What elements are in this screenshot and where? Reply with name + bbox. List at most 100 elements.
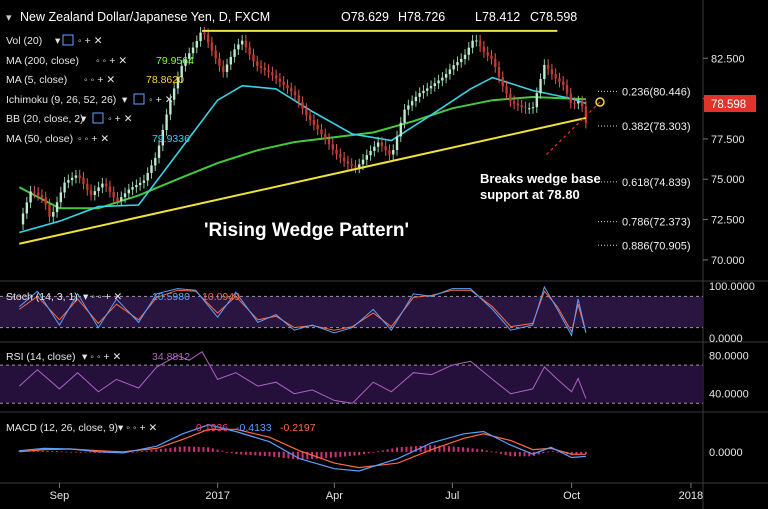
- legend-actions-icon[interactable]: ◦ ◦ + ✕: [78, 133, 109, 145]
- chevron-down-icon[interactable]: ▾: [55, 35, 61, 47]
- candle-body: [580, 101, 584, 107]
- candle-body: [165, 114, 168, 130]
- legend-actions-icon[interactable]: ◦ ◦ + ✕: [96, 55, 127, 67]
- stoch-k-value: 10.5980: [152, 291, 190, 303]
- macd-histogram-bar: [509, 451, 512, 457]
- candle-body: [286, 85, 289, 89]
- indicator-legend-ma50[interactable]: MA (50, close) ◦ ◦ + ✕ 79.9336: [6, 133, 190, 145]
- macd-histogram-bar: [74, 451, 77, 453]
- candle-body: [339, 153, 342, 158]
- candle-body: [584, 106, 588, 123]
- macd-histogram-bar: [287, 451, 290, 459]
- macd-histogram-bar: [339, 451, 342, 457]
- macd-histogram-bar: [235, 451, 238, 455]
- legend-actions-icon[interactable]: ▾ ◦ ◦ + ✕: [82, 351, 121, 363]
- macd-histogram-bar: [254, 451, 257, 456]
- indicator-legend-ma5[interactable]: MA (5, close) ◦ ◦ + ✕ 78.8620: [6, 74, 184, 86]
- macd-histogram-bar: [197, 446, 200, 452]
- settings-icon[interactable]: [92, 112, 104, 124]
- candle-body: [240, 40, 244, 45]
- candle-body: [441, 77, 444, 81]
- macd-histogram-bar: [429, 445, 432, 452]
- candle-body: [44, 197, 47, 205]
- candle-body: [324, 134, 327, 139]
- candle-body: [452, 65, 455, 70]
- stoch-d-line: [19, 289, 587, 334]
- legend-actions-icon[interactable]: ▾ ◦ ◦ + ✕: [83, 291, 122, 303]
- candle-body: [127, 189, 131, 194]
- macd-histogram-bar: [490, 451, 493, 453]
- macd-histogram-bar: [296, 451, 299, 460]
- candle-body: [516, 103, 520, 106]
- macd-histogram-bar: [93, 451, 96, 453]
- candle-body: [497, 67, 501, 78]
- time-tick-label: Oct: [563, 490, 580, 502]
- macd-line: [19, 424, 586, 472]
- indicator-legend-ichimoku[interactable]: Ichimoku (9, 26, 52, 26) ▾ ◦ + ✕: [6, 93, 174, 106]
- macd-signal-value: -0.2197: [280, 422, 316, 434]
- legend-actions-icon[interactable]: ◦ ◦ + ✕: [84, 74, 115, 86]
- candle-body: [331, 144, 334, 150]
- macd-histogram-bar: [485, 450, 488, 452]
- candle-body: [520, 105, 523, 108]
- macd-histogram-bar: [202, 447, 205, 452]
- macd-histogram-bar: [268, 451, 271, 457]
- ma200-line: [18, 95, 586, 210]
- macd-histogram-bar: [443, 445, 446, 452]
- candle-body: [93, 191, 97, 195]
- legend-actions-icon[interactable]: ◦ + ✕: [149, 94, 174, 106]
- candle-body: [524, 107, 527, 109]
- candle-body: [199, 32, 202, 42]
- macd-histogram-bar: [277, 451, 280, 458]
- candle-body: [562, 81, 565, 86]
- candle-body: [278, 78, 282, 82]
- candle-body: [131, 187, 134, 190]
- candle-body: [433, 83, 436, 87]
- candle-body: [388, 150, 391, 155]
- macd-histogram-bar: [580, 451, 583, 455]
- candle-body: [86, 183, 89, 190]
- candle-body: [244, 40, 248, 48]
- time-tick-label: Apr: [326, 490, 343, 502]
- stoch-k-line: [18, 285, 587, 337]
- candle-body: [67, 180, 70, 183]
- macd-histogram-bar: [523, 451, 526, 457]
- indicator-legend-bb[interactable]: BB (20, close, 2) ▾ ◦ + ✕: [6, 112, 133, 125]
- candle-body: [414, 96, 418, 102]
- macd-histogram-bar: [192, 446, 195, 452]
- candle-body: [214, 50, 217, 59]
- candle-body: [486, 52, 489, 56]
- indicator-legend-label: Vol (20): [6, 35, 42, 47]
- stoch-label: Stoch (14, 3, 1): [6, 291, 78, 303]
- candle-body: [116, 197, 119, 201]
- fib-level-label: 0.618(74.839): [622, 177, 691, 189]
- candle-body: [29, 191, 32, 203]
- fib-level-label: 0.886(70.905): [622, 240, 691, 252]
- legend-actions-icon[interactable]: ▾ ◦ ◦ + ✕: [118, 422, 157, 434]
- legend-actions-icon[interactable]: ◦ + ✕: [78, 35, 103, 47]
- macd-histogram-bar: [174, 447, 177, 452]
- chevron-down-icon[interactable]: ▾: [81, 113, 87, 125]
- candle-body: [535, 93, 538, 108]
- candle-body: [222, 65, 225, 72]
- candle-body: [376, 142, 380, 147]
- settings-icon[interactable]: [133, 93, 145, 105]
- candle-body: [184, 58, 187, 66]
- candle-body: [229, 56, 233, 65]
- indicator-legend-ma200[interactable]: MA (200, close) ◦ ◦ + ✕ 79.9564: [6, 55, 194, 67]
- settings-icon[interactable]: [62, 34, 74, 46]
- candle-body: [399, 122, 402, 137]
- macd-histogram-bar: [56, 451, 59, 453]
- chevron-down-icon[interactable]: ▾: [122, 94, 128, 106]
- break-note-line1: Breaks wedge base: [480, 171, 601, 186]
- indicator-legend-vol[interactable]: Vol (20) ▾ ◦ + ✕: [6, 34, 103, 47]
- macd-histogram-bar: [584, 451, 587, 454]
- macd-histogram-bar: [528, 451, 531, 457]
- macd-histogram-bar: [145, 450, 148, 452]
- legend-actions-icon[interactable]: ◦ + ✕: [108, 113, 133, 125]
- macd-histogram-bar: [325, 451, 328, 458]
- candle-body: [82, 177, 85, 184]
- macd-histogram-bar: [405, 446, 408, 452]
- candle-body: [550, 69, 554, 75]
